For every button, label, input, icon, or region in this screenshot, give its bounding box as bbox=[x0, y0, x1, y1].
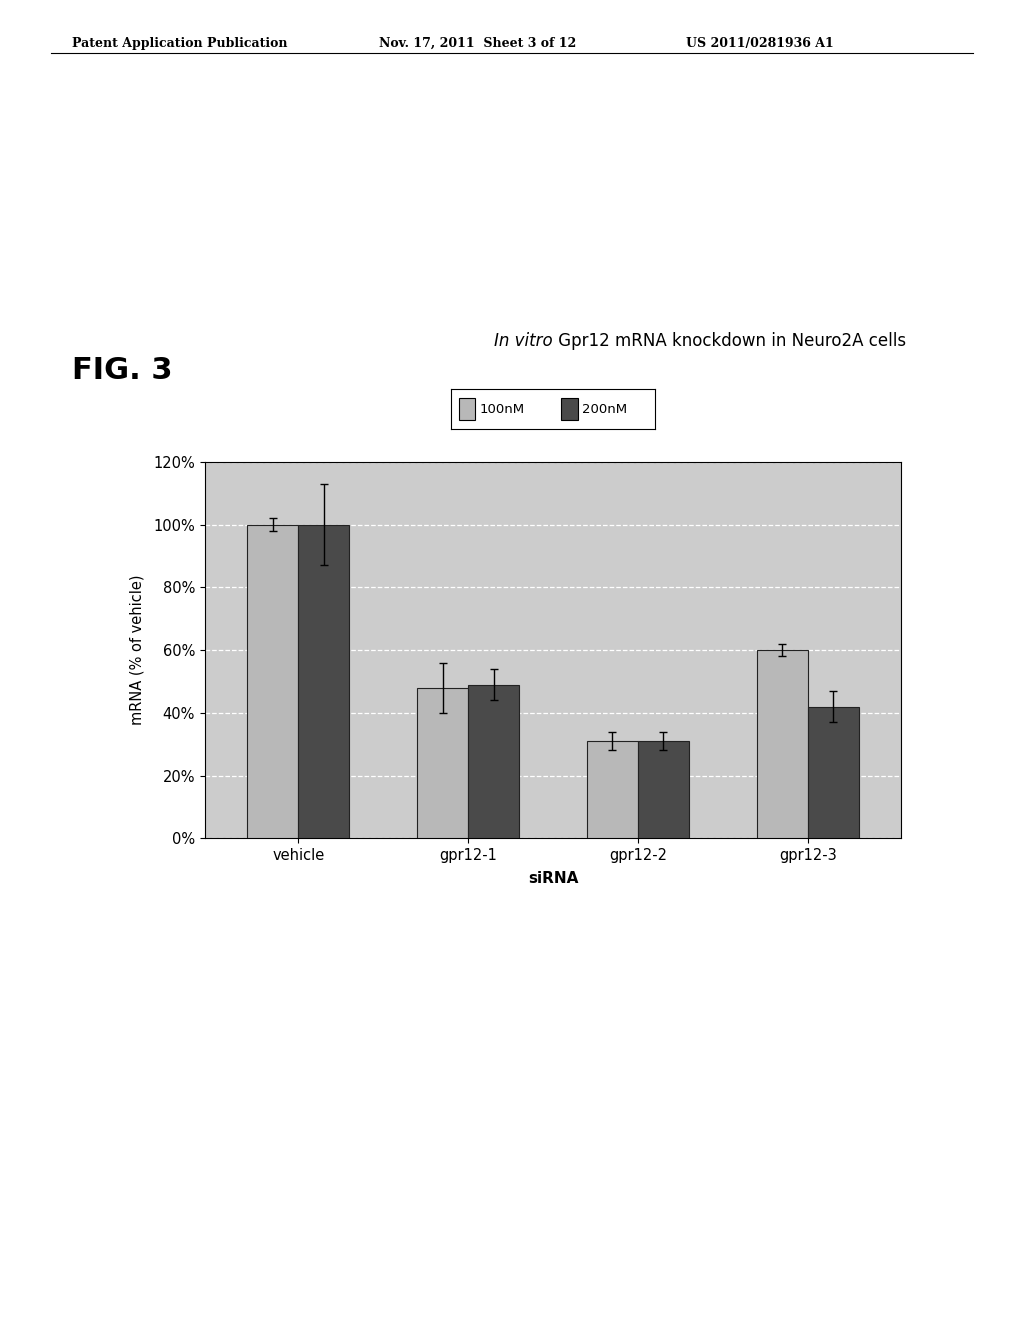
Bar bbox=[459, 399, 475, 420]
Text: US 2011/0281936 A1: US 2011/0281936 A1 bbox=[686, 37, 834, 50]
Bar bbox=[468, 685, 519, 838]
Text: In vitro: In vitro bbox=[495, 331, 553, 350]
Bar bbox=[247, 525, 298, 838]
Text: Nov. 17, 2011  Sheet 3 of 12: Nov. 17, 2011 Sheet 3 of 12 bbox=[379, 37, 577, 50]
Bar bbox=[587, 741, 638, 838]
Text: FIG. 3: FIG. 3 bbox=[72, 356, 172, 385]
X-axis label: siRNA: siRNA bbox=[527, 871, 579, 886]
Text: 200nM: 200nM bbox=[582, 403, 627, 416]
Y-axis label: mRNA (% of vehicle): mRNA (% of vehicle) bbox=[130, 574, 145, 726]
Bar bbox=[808, 706, 859, 838]
Bar bbox=[561, 399, 578, 420]
Bar bbox=[417, 688, 468, 838]
Bar bbox=[638, 741, 689, 838]
Text: Gpr12 mRNA knockdown in Neuro2A cells: Gpr12 mRNA knockdown in Neuro2A cells bbox=[553, 331, 906, 350]
Bar bbox=[298, 525, 349, 838]
Text: 100nM: 100nM bbox=[479, 403, 524, 416]
Bar bbox=[757, 651, 808, 838]
Text: Patent Application Publication: Patent Application Publication bbox=[72, 37, 287, 50]
